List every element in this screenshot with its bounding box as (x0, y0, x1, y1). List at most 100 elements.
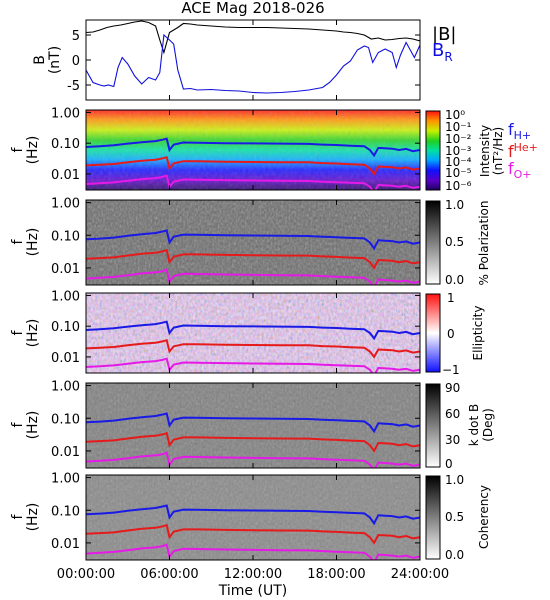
legend-b-r-sub: R (444, 50, 452, 64)
legend-b-r: BR (432, 40, 453, 64)
coherency-colorbar-label: Coherency (477, 485, 491, 549)
gyrofrequency-lines-kdotb (86, 412, 420, 468)
freq-yunit: (Hz) (25, 503, 41, 532)
gyrofrequency-line-f-he (86, 338, 420, 359)
freq-y-tick-label: 1.00 (51, 197, 80, 212)
intensity-colorbar-label: Intensity (478, 125, 492, 177)
gyrofrequency-line-f-o (86, 451, 420, 468)
polarization-colorbar (425, 200, 441, 285)
intensity-colorbar-ticks: 10⁰ 10⁻¹ 10⁻² 10⁻³ 10⁻⁴ 10⁻⁵ 10⁻⁶ (445, 108, 472, 193)
svg-text:90: 90 (445, 381, 460, 395)
svg-text:1.0: 1.0 (445, 198, 464, 212)
b-y-tick-label: -5 (67, 79, 80, 94)
coherency-colorbar (425, 475, 441, 560)
freq-yunit: (Hz) (25, 136, 41, 165)
freq-y-tick-label: 0.01 (51, 262, 80, 277)
svg-text:30: 30 (445, 433, 460, 447)
svg-text:10⁻⁵: 10⁻⁵ (445, 166, 472, 180)
panel-kdotb: 1.00 0.10 0.01 f (Hz) 90 60 30 0 k dot B (… (10, 380, 495, 471)
gyrofrequency-line-f-h (86, 229, 420, 251)
kdotb-colorbar-ticks: 90 60 30 0 (445, 381, 460, 471)
series-line-b-total (86, 20, 420, 55)
svg-text:10⁻⁶: 10⁻⁶ (445, 179, 472, 193)
b-ylabel: B (32, 55, 48, 65)
polarization-colorbar-label: % Polarization (477, 201, 491, 286)
freq-y-tick-label: 0.10 (51, 137, 80, 152)
panel-ellipticity: 1.00 0.10 0.01 f (Hz) 1 0 −1 Ellipticity (10, 289, 485, 377)
legend-f-h: fH+ (508, 120, 531, 142)
gyrofrequency-line-f-o (86, 268, 420, 285)
b-yunit: (nT) (47, 46, 63, 74)
freq-y-axis: 1.00 0.10 0.01 (51, 472, 420, 552)
freq-y-tick-label: 1.00 (51, 106, 80, 121)
svg-text:10⁻³: 10⁻³ (445, 144, 472, 158)
gyrofrequency-line-f-o (86, 357, 420, 373)
gyrofrequency-line-f-o (86, 543, 420, 560)
x-tick-label: 18:00:00 (307, 567, 365, 582)
freq-y-axis: 1.00 0.10 0.01 (51, 289, 420, 366)
svg-text:0.5: 0.5 (445, 510, 464, 524)
freq-y-tick-label: 0.10 (51, 229, 80, 244)
gyrofrequency-lines-coherency (86, 504, 420, 560)
coherency-colorbar-ticks: 1.0 0.5 0.0 (445, 473, 464, 562)
freq-y-tick-label: 0.10 (51, 320, 80, 335)
freq-y-tick-label: 0.01 (51, 445, 80, 460)
freq-ylabel: f (10, 421, 26, 427)
gyrofrequency-line-f-he (86, 155, 420, 176)
svg-text:1: 1 (447, 291, 455, 305)
x-tick-label: 12:00:00 (224, 567, 282, 582)
gyrofrequency-line-f-h (86, 320, 420, 341)
x-tick-label: 06:00:00 (140, 567, 198, 582)
intensity-colorbar-unit: (nT²/Hz) (491, 127, 505, 175)
x-axis-label: Time (UT) (218, 583, 287, 599)
panel-intensity: 1.00 0.10 0.01 f (Hz) 10⁰ 10⁻¹ 10⁻² 10⁻³ 1… (10, 106, 538, 193)
gyrofrequency-line-f-he (86, 523, 420, 545)
series-line-b-r (86, 33, 420, 94)
freq-y-tick-label: 0.10 (51, 504, 80, 519)
freq-y-tick-label: 1.00 (51, 380, 80, 395)
freq-y-tick-label: 0.10 (51, 412, 80, 427)
freq-y-tick-label: 1.00 (51, 472, 80, 487)
freq-ylabel: f (10, 146, 26, 152)
svg-text:0.0: 0.0 (445, 548, 464, 562)
panel-polarization: 1.00 0.10 0.01 f (Hz) 1.0 0.5 0.0 % Polari… (10, 197, 491, 287)
freq-y-tick-label: 0.01 (51, 168, 80, 183)
freq-yunit: (Hz) (25, 228, 41, 257)
freq-ylabel: f (10, 513, 26, 519)
svg-text:1.0: 1.0 (445, 473, 464, 487)
gyrofrequency-line-f-h (86, 412, 420, 434)
svg-text:0: 0 (447, 327, 455, 341)
b-y-tick-label: 0 (72, 54, 80, 69)
panel-coherency: 1.00 0.10 0.01 f (Hz) 1.0 0.5 0.0 Coherenc… (10, 472, 491, 562)
legend-b-total: |B| (432, 24, 456, 45)
freq-y-tick-label: 0.01 (51, 537, 80, 552)
freq-yunit: (Hz) (25, 319, 41, 348)
gyrofrequency-lines-ellipticity (86, 320, 420, 373)
kdotb-colorbar (425, 383, 441, 468)
freq-y-axis: 1.00 0.10 0.01 (51, 380, 420, 460)
time-x-axis: 00:00:00 06:00:00 12:00:00 18:00:00 24:00:00 (57, 20, 449, 582)
b-y-axis: 5 0 -5 (67, 29, 420, 94)
freq-y-axis: 1.00 0.10 0.01 (51, 197, 420, 277)
kdotb-colorbar-unit: (Deg) (481, 408, 495, 442)
svg-text:10⁰: 10⁰ (445, 108, 465, 122)
svg-text:60: 60 (445, 407, 460, 421)
legend-f-o: fO+ (508, 159, 532, 181)
freq-ylabel: f (10, 238, 26, 244)
gyrofrequency-lines-polarization (86, 229, 420, 285)
ellipticity-colorbar-ticks: 1 0 −1 (442, 291, 460, 377)
intensity-colorbar (425, 110, 441, 191)
gyrofrequency-line-f-h (86, 137, 420, 158)
legend-f-he: fHe+ (508, 141, 538, 161)
x-tick-label: 24:00:00 (391, 567, 449, 582)
panel-frame (85, 19, 421, 101)
freq-y-tick-label: 0.01 (51, 351, 80, 366)
svg-text:0: 0 (445, 457, 453, 471)
gyrofrequency-line-f-o (86, 174, 420, 190)
gyrofrequency-line-f-he (86, 248, 420, 270)
freq-y-axis: 1.00 0.10 0.01 (51, 106, 420, 183)
ellipticity-colorbar (425, 293, 441, 373)
freq-ylabel: f (10, 329, 26, 335)
panel-magnetic-field: 5 0 -5 B (nT) |B| BR (32, 19, 456, 101)
